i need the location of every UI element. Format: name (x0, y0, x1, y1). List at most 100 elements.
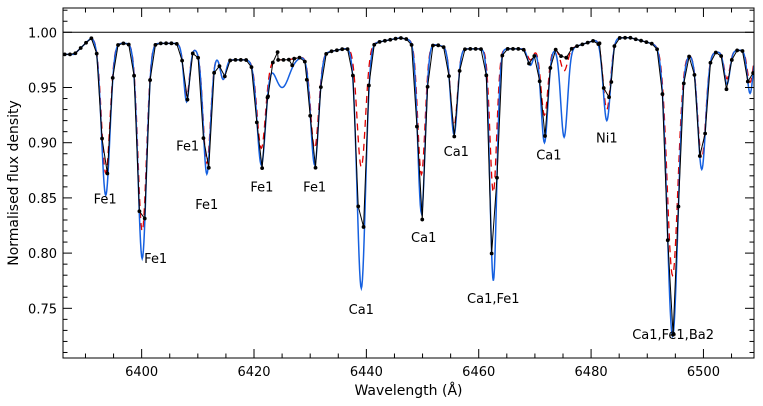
x-tick-label: 6400 (125, 365, 158, 380)
observed-data-point (377, 39, 382, 44)
observed-data-point (591, 39, 595, 43)
x-axis-label: Wavelength (Å) (354, 382, 462, 399)
line-annotation: Ca1,Fe1 (467, 292, 519, 307)
observed-data-point (404, 37, 409, 41)
observed-data-point (126, 42, 131, 47)
observed-data-point (110, 75, 115, 80)
observed-data-point (500, 53, 505, 58)
observed-data-point (660, 92, 665, 96)
plot-frame (62, 7, 755, 359)
observed-data-point (158, 41, 163, 46)
observed-data-point (729, 58, 734, 62)
observed-data-point (436, 43, 441, 48)
observed-data-point (633, 37, 638, 42)
observed-data-point (489, 251, 494, 256)
observed-data-point (601, 86, 606, 90)
observed-data-point (345, 47, 350, 52)
observed-data-point (452, 134, 457, 139)
line-annotation: Ca1 (536, 148, 561, 163)
observed-data-point (292, 56, 297, 61)
observed-data-point (612, 44, 617, 49)
observed-data-point (84, 40, 88, 45)
series-blue-solid (63, 37, 754, 339)
observed-data-point (724, 87, 729, 92)
line-annotation: Ca1 (444, 145, 469, 160)
observed-data-point (473, 46, 478, 51)
observed-data-point (329, 49, 334, 54)
observed-data-point (409, 43, 414, 47)
observed-data-point (116, 43, 120, 47)
x-tick-label: 6420 (237, 365, 270, 380)
observed-data-point (521, 47, 526, 52)
observed-data-point (228, 58, 233, 63)
observed-data-point (222, 74, 227, 79)
observed-data-point (212, 70, 217, 75)
observed-data-point (495, 175, 499, 180)
observed-data-point (249, 65, 254, 70)
observed-data-point (260, 166, 265, 171)
observed-data-point (121, 41, 126, 46)
line-annotation: Ca1 (349, 303, 374, 318)
observed-data-point (334, 48, 339, 53)
observed-data-point (703, 131, 708, 136)
observed-data-point (559, 54, 563, 59)
observed-data-point (233, 57, 238, 62)
observed-data-point (665, 238, 670, 243)
observed-data-point (644, 40, 649, 44)
observed-data-point (687, 54, 692, 59)
y-tick-label: 0.90 (28, 137, 57, 152)
y-tick-label: 1.00 (28, 26, 57, 41)
observed-data-point (735, 48, 740, 53)
y-tick-label: 0.80 (28, 247, 57, 262)
y-tick-label: 0.85 (28, 192, 57, 207)
observed-data-point (505, 46, 510, 51)
observed-data-point (244, 58, 249, 62)
observed-data-point (148, 78, 152, 82)
observed-data-point (425, 84, 430, 89)
observed-data-point (286, 57, 291, 62)
observed-data-point (73, 51, 78, 56)
line-annotations: Fe1 Fe1 Fe1 Fe1 Fe1 Fe1 Ca1 Ca1 Ca1 Ca1,Fe1 Ca1 Ni1… (94, 132, 714, 344)
line-annotation: Fe1 (176, 139, 199, 154)
observed-data-point (740, 49, 745, 53)
observed-data-point (671, 332, 675, 337)
observed-data-point (89, 36, 94, 41)
series-red-dashed (63, 37, 754, 278)
observed-data-point (553, 47, 558, 52)
plot-area (63, 31, 754, 339)
observed-data-point (217, 64, 222, 69)
observed-data-point (468, 46, 473, 51)
observed-data-point (153, 42, 158, 47)
observed-data-point (266, 94, 270, 99)
observed-data-point (196, 55, 201, 60)
x-tick-label: 6460 (462, 365, 495, 380)
observed-data-point (617, 36, 622, 40)
observed-data-point (713, 50, 718, 55)
observed-data-point (415, 124, 419, 129)
observed-data-point (100, 136, 104, 141)
observed-data-point (324, 52, 329, 56)
observed-data-point (372, 42, 377, 47)
observed-data-point (169, 41, 174, 46)
observed-data-point (537, 79, 542, 84)
observed-data-point (655, 47, 659, 52)
observed-data-point (366, 83, 371, 88)
observed-data-point (164, 41, 168, 46)
observed-data-point (447, 74, 451, 78)
observed-data-point (308, 113, 313, 118)
observed-data-point (516, 46, 521, 51)
observed-data-point (569, 46, 574, 51)
line-annotation: Ni1 (596, 132, 618, 147)
observed-data-point (575, 44, 579, 48)
observed-data-point (479, 47, 483, 52)
observed-data-point (692, 73, 697, 77)
observed-data-point (580, 42, 585, 47)
observed-data-point (281, 57, 286, 62)
observed-data-point (63, 52, 67, 57)
observed-data-point (597, 41, 602, 46)
observed-data-point (532, 54, 537, 58)
observed-data-point (607, 95, 611, 100)
observed-data-point (302, 59, 307, 64)
observed-data-point (745, 79, 750, 84)
observed-data-point (270, 60, 275, 65)
